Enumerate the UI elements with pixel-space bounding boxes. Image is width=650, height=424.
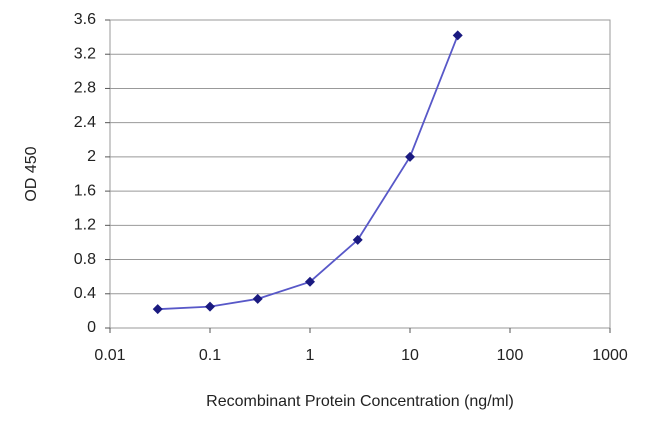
y-tick-label: 0 bbox=[87, 319, 96, 336]
data-marker bbox=[152, 304, 163, 315]
x-tick-label: 100 bbox=[497, 347, 524, 364]
x-tick-label: 0.1 bbox=[199, 347, 221, 364]
data-marker bbox=[352, 234, 363, 245]
x-axis-label: Recombinant Protein Concentration (ng/ml… bbox=[206, 393, 514, 410]
y-axis-label: OD 450 bbox=[23, 146, 40, 201]
y-tick-label: 1.2 bbox=[74, 217, 96, 234]
y-tick-label: 2.8 bbox=[74, 80, 96, 97]
x-tick-label: 0.01 bbox=[94, 347, 125, 364]
data-marker bbox=[205, 301, 215, 312]
data-marker bbox=[305, 276, 315, 287]
y-tick-label: 3.6 bbox=[74, 11, 96, 28]
y-tick-label: 0.8 bbox=[74, 251, 96, 268]
data-marker bbox=[405, 151, 415, 162]
y-tick-label: 2 bbox=[87, 148, 96, 165]
x-tick-label: 1 bbox=[306, 347, 315, 364]
y-tick-label: 3.2 bbox=[74, 45, 96, 62]
y-tick-label: 1.6 bbox=[74, 182, 96, 199]
plot-area bbox=[109, 19, 611, 329]
x-tick-label: 1000 bbox=[592, 347, 628, 364]
data-marker bbox=[452, 30, 463, 41]
y-tick-label: 0.4 bbox=[74, 285, 96, 302]
x-tick-label: 10 bbox=[401, 347, 419, 364]
data-marker bbox=[252, 293, 263, 304]
y-tick-label: 2.4 bbox=[74, 114, 96, 131]
